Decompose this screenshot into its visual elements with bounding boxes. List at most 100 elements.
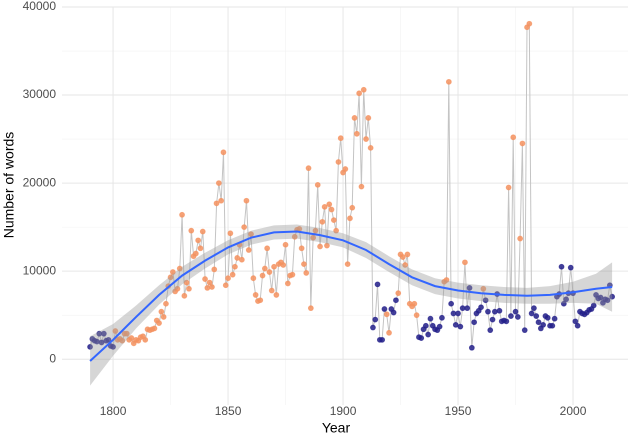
point	[87, 343, 93, 350]
x-tick-label: 1800	[100, 404, 127, 418]
point	[328, 206, 335, 213]
point	[531, 305, 537, 312]
point	[572, 318, 579, 325]
point	[413, 312, 420, 319]
point	[100, 330, 107, 337]
point	[372, 316, 379, 323]
point	[505, 184, 512, 191]
point	[142, 336, 149, 343]
point	[574, 322, 581, 329]
point	[176, 265, 183, 272]
point	[333, 227, 340, 234]
point	[370, 324, 376, 331]
point	[526, 20, 533, 27]
point	[261, 265, 268, 272]
point	[264, 245, 271, 252]
point	[466, 284, 473, 291]
point	[427, 315, 434, 322]
point	[489, 316, 496, 323]
point	[544, 314, 551, 321]
point	[321, 203, 328, 210]
point	[549, 322, 556, 329]
point	[356, 90, 363, 97]
point	[259, 272, 266, 279]
point	[337, 135, 344, 142]
point	[604, 297, 611, 304]
point	[517, 235, 524, 242]
point	[158, 308, 165, 315]
point	[443, 277, 450, 283]
point	[367, 144, 374, 151]
point	[183, 279, 190, 286]
y-axis-title: Number of words	[1, 132, 17, 239]
point	[238, 256, 245, 263]
x-tick-label: 1900	[330, 404, 357, 418]
point	[229, 271, 236, 278]
point	[192, 250, 199, 257]
point	[353, 130, 360, 137]
point	[163, 300, 169, 307]
point	[335, 159, 342, 165]
point	[491, 308, 498, 315]
point	[436, 323, 443, 330]
point	[289, 271, 296, 278]
point	[448, 300, 455, 307]
point	[119, 337, 126, 344]
point	[174, 285, 181, 292]
point	[169, 269, 176, 275]
point	[514, 314, 521, 320]
point	[386, 329, 392, 336]
point	[271, 263, 277, 270]
point	[280, 262, 287, 268]
point	[186, 285, 192, 292]
point	[528, 310, 535, 317]
point	[349, 204, 356, 211]
point	[105, 336, 112, 343]
smooth-line	[89, 230, 613, 362]
point	[487, 327, 494, 334]
point	[411, 300, 418, 307]
point	[358, 183, 365, 190]
point	[211, 266, 218, 273]
point	[291, 233, 298, 240]
point	[609, 293, 616, 300]
y-tick-label: 30000	[23, 87, 57, 101]
point	[393, 297, 399, 304]
point	[199, 228, 206, 235]
point	[282, 241, 289, 248]
point	[450, 310, 457, 317]
point	[342, 166, 349, 172]
point	[167, 274, 174, 281]
point	[218, 197, 225, 204]
point	[360, 86, 367, 93]
point	[512, 308, 519, 315]
point	[268, 287, 275, 294]
point	[298, 245, 305, 252]
point	[379, 336, 386, 343]
point	[245, 247, 252, 253]
point	[248, 231, 254, 238]
point	[402, 262, 409, 268]
point	[310, 234, 317, 241]
x-tick-label: 1850	[215, 404, 242, 418]
point	[209, 284, 215, 290]
point	[422, 322, 429, 329]
point	[439, 314, 445, 321]
point	[326, 201, 333, 208]
point	[471, 319, 478, 326]
point	[197, 245, 204, 252]
y-tick-label: 20000	[23, 175, 57, 189]
point	[188, 227, 195, 234]
point	[347, 215, 353, 222]
point	[503, 318, 510, 325]
point	[590, 302, 597, 309]
point	[312, 227, 319, 234]
point	[455, 310, 461, 317]
y-tick-label: 10000	[23, 263, 57, 277]
point	[344, 261, 351, 268]
point	[284, 280, 291, 287]
point	[404, 251, 411, 258]
point	[381, 306, 388, 312]
point	[390, 309, 397, 316]
